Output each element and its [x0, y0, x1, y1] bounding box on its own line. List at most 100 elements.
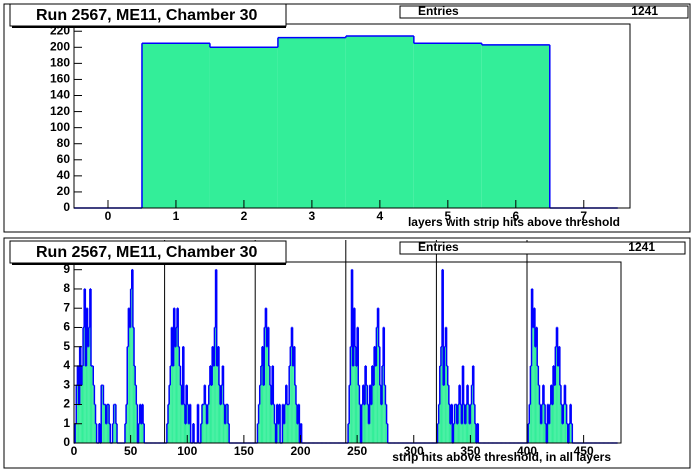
bar	[174, 346, 176, 443]
bar	[443, 385, 445, 443]
bar	[175, 327, 178, 443]
bar	[260, 365, 262, 443]
bar	[556, 327, 558, 443]
bar	[294, 385, 296, 443]
bar	[171, 327, 173, 443]
bar	[130, 288, 132, 443]
bar	[353, 308, 355, 443]
bar	[283, 423, 285, 443]
y-tick-label: 200	[50, 39, 70, 53]
bar	[81, 365, 84, 443]
bar	[559, 385, 561, 443]
bar	[533, 308, 535, 443]
bar	[181, 404, 183, 443]
bar	[184, 423, 187, 443]
bar	[532, 327, 534, 443]
bar	[134, 365, 136, 443]
y-tick-label: 1	[63, 416, 70, 430]
bar	[85, 365, 87, 443]
x-tick-label: 150	[234, 444, 254, 458]
bar	[221, 385, 223, 443]
stats-value: 1241	[628, 240, 655, 254]
bar	[439, 365, 441, 443]
bar	[558, 346, 560, 443]
bar	[288, 404, 290, 443]
x-tick-label: 200	[290, 444, 310, 458]
y-tick-label: 9	[63, 262, 70, 276]
y-tick-label: 3	[63, 377, 70, 391]
bar	[562, 423, 564, 443]
plot-frame	[73, 23, 631, 209]
bar	[472, 365, 474, 443]
bar	[534, 346, 537, 443]
bar	[536, 327, 538, 443]
x-tick-label: 6	[512, 209, 519, 223]
y-tick-label: 180	[50, 56, 70, 70]
x-tick-label: 0	[71, 444, 78, 458]
bar	[375, 365, 377, 443]
bar	[440, 346, 443, 443]
bar	[170, 365, 172, 443]
bar	[352, 365, 354, 443]
bar	[169, 385, 171, 443]
x-tick-label: 0	[105, 209, 112, 223]
y-tick-label: 160	[50, 72, 70, 86]
bar	[92, 365, 94, 443]
bar	[378, 346, 380, 443]
y-tick-label: 6	[63, 320, 70, 334]
y-tick-label: 100	[50, 120, 70, 134]
y-tick-label: 60	[57, 152, 71, 166]
stats-value: 1241	[631, 4, 658, 18]
bar	[203, 404, 205, 443]
bar	[87, 346, 89, 443]
bar	[105, 423, 107, 443]
bar	[289, 365, 291, 443]
x-tick-label: 100	[177, 444, 197, 458]
x-tick-label: 1	[173, 209, 180, 223]
y-tick-label: 40	[57, 168, 71, 182]
bar	[355, 365, 358, 443]
y-tick-label: 2	[63, 397, 70, 411]
bar	[366, 385, 368, 443]
bar	[413, 43, 482, 208]
bar	[382, 365, 384, 443]
bar	[263, 385, 265, 443]
x-tick-label: 350	[460, 444, 480, 458]
bar	[290, 346, 292, 443]
chart-title: Run 2567, ME11, Chamber 30	[36, 7, 258, 24]
bar	[180, 385, 182, 443]
bar	[446, 365, 448, 443]
bar	[268, 365, 270, 443]
bar	[557, 365, 559, 443]
bar	[555, 346, 557, 443]
bar	[345, 36, 414, 209]
bar	[83, 327, 85, 443]
bar	[135, 385, 137, 443]
x-tick-label: 300	[404, 444, 424, 458]
bar	[447, 385, 449, 443]
bar	[466, 385, 469, 443]
bar	[380, 404, 383, 443]
bar	[214, 327, 216, 443]
bar	[384, 385, 386, 443]
bar	[362, 385, 364, 443]
bar	[277, 423, 279, 443]
bar	[103, 404, 105, 443]
x-tick-label: 7	[580, 209, 587, 223]
bar	[86, 308, 88, 443]
bar	[358, 385, 360, 443]
bar	[141, 43, 210, 208]
bar	[216, 365, 218, 443]
bar	[368, 423, 370, 443]
bar	[542, 385, 544, 443]
bar	[538, 385, 540, 443]
stats-label: Entries	[418, 4, 459, 18]
plot-frame	[73, 261, 622, 444]
bar	[376, 327, 378, 443]
bar	[178, 346, 180, 443]
bar	[363, 404, 366, 443]
bar	[259, 385, 261, 443]
x-axis-label: strip hits above threshold, in all layer…	[392, 450, 611, 464]
bar	[277, 37, 346, 208]
